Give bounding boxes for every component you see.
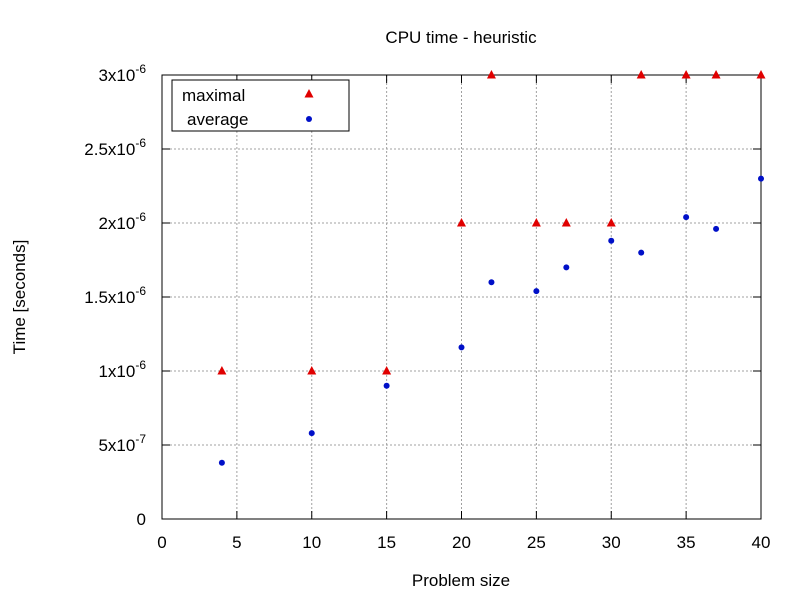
y-axis-label: Time [seconds]: [10, 240, 29, 355]
x-tick-label: 40: [752, 533, 771, 552]
data-point-average: [488, 279, 495, 286]
x-tick-label: 15: [377, 533, 396, 552]
data-point-maximal: [217, 366, 227, 375]
y-tick-label: 2x10-6: [98, 210, 146, 233]
data-point-maximal: [636, 70, 646, 79]
data-point-average: [608, 237, 615, 244]
y-tick-label: 1.5x10-6: [84, 284, 146, 307]
data-point-average: [308, 430, 315, 437]
data-point-maximal: [307, 366, 317, 375]
grid: [162, 75, 761, 519]
x-axis-label: Problem size: [412, 571, 510, 590]
data-point-maximal: [486, 70, 496, 79]
x-tick-label: 5: [232, 533, 241, 552]
x-tick-label: 20: [452, 533, 471, 552]
legend-marker-maximal: [304, 89, 314, 98]
x-tick-label: 35: [677, 533, 696, 552]
axis-ticks: 0 5 10 15 20 25 30 35 40 0 5x10-7 1x10-6 1.5x10-6 2x1…: [84, 62, 770, 552]
x-tick-label: 25: [527, 533, 546, 552]
y-tick-label: 0: [137, 510, 146, 529]
data-point-average: [758, 175, 764, 182]
data-point-average: [458, 344, 465, 351]
y-tick-label: 2.5x10-6: [84, 136, 146, 159]
legend-box: [171, 79, 350, 132]
data-point-maximal: [457, 218, 466, 227]
data-point-average: [533, 288, 540, 295]
data-point-maximal: [681, 70, 691, 79]
data-points: [217, 70, 766, 466]
x-tick-label: 0: [157, 533, 166, 552]
data-point-maximal: [756, 70, 766, 79]
data-point-average: [638, 249, 645, 256]
data-point-average: [683, 214, 690, 221]
legend-marker-average: [306, 116, 312, 122]
data-point-average: [383, 382, 390, 389]
legend: maximal average: [171, 79, 350, 132]
y-tick-label: 1x10-6: [98, 358, 146, 381]
data-point-maximal: [561, 218, 571, 227]
chart-title: CPU time - heuristic: [385, 28, 537, 47]
data-point-maximal: [531, 218, 541, 227]
data-point-maximal: [382, 366, 392, 375]
data-point-maximal: [711, 70, 721, 79]
legend-label-average: average: [187, 110, 248, 129]
data-point-average: [218, 459, 225, 466]
y-tick-label: 5x10-7: [98, 432, 146, 455]
y-tick-label: 3x10-6: [98, 62, 146, 85]
data-point-maximal: [606, 218, 616, 227]
data-point-average: [563, 264, 570, 271]
x-tick-label: 10: [302, 533, 321, 552]
legend-label-maximal: maximal: [182, 86, 245, 105]
x-tick-label: 30: [602, 533, 621, 552]
data-point-average: [713, 225, 720, 232]
